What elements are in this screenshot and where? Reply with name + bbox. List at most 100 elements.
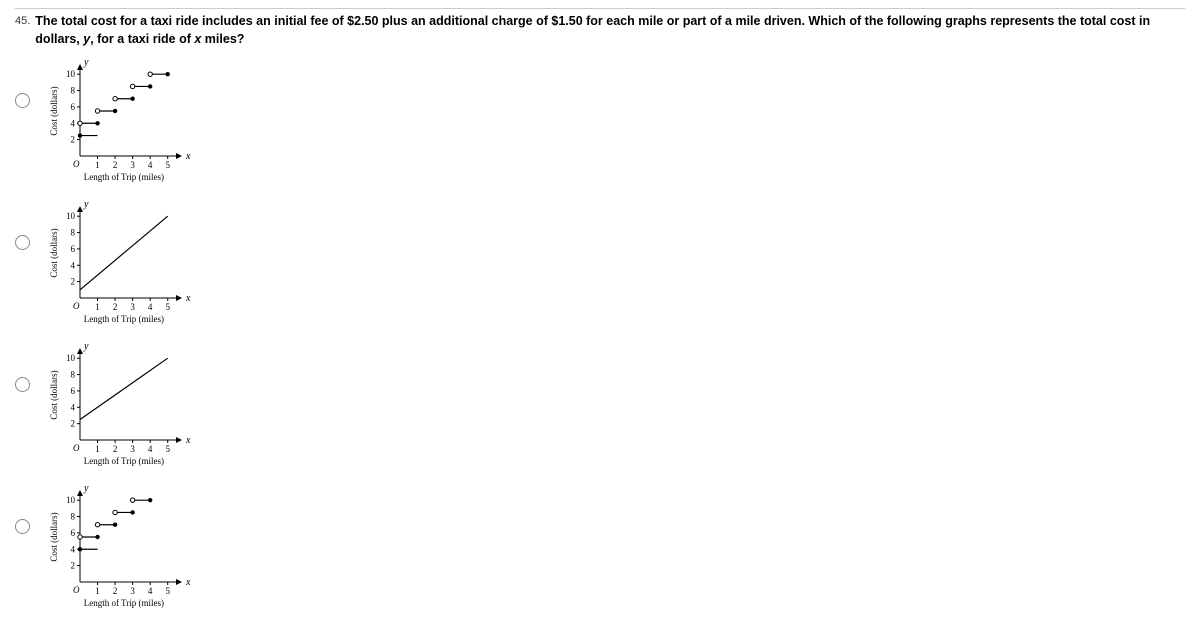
ytick-label: 4 [71, 402, 76, 412]
answer-option: 24681012345OxyLength of Trip (miles)Cost… [15, 58, 1185, 188]
closed-point [130, 97, 134, 101]
x-axis-var: x [185, 577, 191, 588]
xtick-label: 5 [165, 444, 170, 454]
ytick-label: 4 [71, 544, 76, 554]
xtick-label: 3 [130, 586, 135, 596]
x-axis-var: x [185, 151, 191, 162]
question-header: 45. The total cost for a taxi ride inclu… [15, 8, 1185, 48]
line-plot [80, 216, 168, 290]
ytick-label: 4 [71, 260, 76, 270]
open-point [95, 109, 99, 113]
closed-point [113, 523, 117, 527]
question-text: The total cost for a taxi ride includes … [35, 13, 1185, 48]
ytick-label: 8 [71, 86, 76, 96]
graph-svg: 24681012345OxyLength of Trip (miles)Cost… [45, 200, 195, 330]
xtick-label: 1 [95, 160, 100, 170]
xtick-label: 2 [113, 302, 118, 312]
ytick-label: 8 [71, 228, 76, 238]
xtick-label: 4 [148, 160, 153, 170]
ytick-label: 4 [71, 118, 76, 128]
closed-point [166, 72, 170, 76]
question-text-2: , for a taxi ride of [90, 32, 194, 46]
option-graph: 24681012345OxyLength of Trip (miles)Cost… [45, 342, 195, 472]
ytick-label: 6 [71, 386, 76, 396]
x-axis-var: x [185, 435, 191, 446]
xtick-label: 1 [95, 586, 100, 596]
radio-button[interactable] [15, 235, 30, 250]
open-point [130, 84, 134, 88]
open-point [95, 523, 99, 527]
ytick-label: 6 [71, 244, 76, 254]
xtick-label: 4 [148, 444, 153, 454]
option-graph: 24681012345OxyLength of Trip (miles)Cost… [45, 200, 195, 330]
answer-option: 24681012345OxyLength of Trip (miles)Cost… [15, 200, 1185, 330]
open-point [130, 498, 134, 502]
radio-button[interactable] [15, 93, 30, 108]
xtick-label: 3 [130, 160, 135, 170]
open-point [148, 72, 152, 76]
ytick-label: 2 [71, 561, 76, 571]
xtick-label: 5 [165, 160, 170, 170]
question-text-3: miles? [201, 32, 244, 46]
x-axis-label: Length of Trip (miles) [84, 314, 164, 324]
ytick-label: 6 [71, 102, 76, 112]
option-graph: 24681012345OxyLength of Trip (miles)Cost… [45, 484, 195, 614]
y-axis-label: Cost (dollars) [49, 228, 59, 277]
open-point [78, 121, 82, 125]
origin-label: O [73, 585, 80, 595]
question-number: 45. [15, 13, 30, 48]
x-axis-var: x [185, 293, 191, 304]
radio-button[interactable] [15, 519, 30, 534]
x-axis-label: Length of Trip (miles) [84, 456, 164, 466]
ytick-label: 10 [66, 211, 76, 221]
closed-point [113, 109, 117, 113]
radio-button[interactable] [15, 377, 30, 392]
origin-label: O [73, 301, 80, 311]
y-axis-var: y [83, 58, 89, 68]
xtick-label: 4 [148, 302, 153, 312]
ytick-label: 8 [71, 512, 76, 522]
xtick-label: 1 [95, 444, 100, 454]
answer-option: 24681012345OxyLength of Trip (miles)Cost… [15, 484, 1185, 614]
y-axis-label: Cost (dollars) [49, 512, 59, 561]
open-point [78, 535, 82, 539]
graph-svg: 24681012345OxyLength of Trip (miles)Cost… [45, 342, 195, 472]
ytick-label: 8 [71, 370, 76, 380]
answer-option: 24681012345OxyLength of Trip (miles)Cost… [15, 342, 1185, 472]
y-axis-var: y [83, 484, 89, 494]
closed-point [95, 121, 99, 125]
ytick-label: 2 [71, 419, 76, 429]
xtick-label: 2 [113, 586, 118, 596]
y-axis-var: y [83, 200, 89, 210]
xtick-label: 1 [95, 302, 100, 312]
ytick-label: 2 [71, 135, 76, 145]
xtick-label: 5 [165, 302, 170, 312]
ytick-label: 10 [66, 353, 76, 363]
ytick-label: 2 [71, 277, 76, 287]
open-point [113, 510, 117, 514]
y-axis-var: y [83, 342, 89, 352]
open-point [113, 97, 117, 101]
closed-point [95, 535, 99, 539]
ytick-label: 10 [66, 69, 76, 79]
options-list: 24681012345OxyLength of Trip (miles)Cost… [15, 58, 1185, 614]
origin-label: O [73, 159, 80, 169]
y-axis-label: Cost (dollars) [49, 370, 59, 419]
xtick-label: 3 [130, 302, 135, 312]
xtick-label: 2 [113, 444, 118, 454]
closed-point [148, 84, 152, 88]
closed-point [130, 510, 134, 514]
ytick-label: 10 [66, 495, 76, 505]
x-axis-label: Length of Trip (miles) [84, 598, 164, 608]
xtick-label: 5 [165, 586, 170, 596]
closed-point [148, 498, 152, 502]
xtick-label: 3 [130, 444, 135, 454]
graph-svg: 24681012345OxyLength of Trip (miles)Cost… [45, 58, 195, 188]
y-axis-label: Cost (dollars) [49, 86, 59, 135]
option-graph: 24681012345OxyLength of Trip (miles)Cost… [45, 58, 195, 188]
line-plot [80, 358, 168, 419]
xtick-label: 2 [113, 160, 118, 170]
ytick-label: 6 [71, 528, 76, 538]
graph-svg: 24681012345OxyLength of Trip (miles)Cost… [45, 484, 195, 614]
origin-label: O [73, 443, 80, 453]
